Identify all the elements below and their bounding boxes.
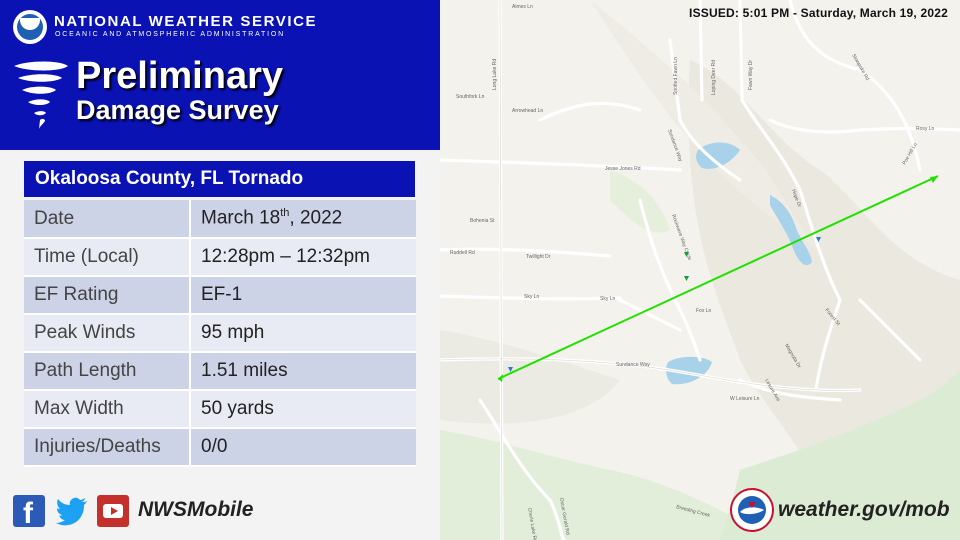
road-label: Sky Ln [524, 294, 540, 300]
road-label: Twillight Dr [526, 254, 551, 260]
road-label: Southfork Ln [456, 94, 485, 100]
table-row: Max Width 50 yards [24, 390, 416, 429]
road-label: Sky Ln [600, 296, 616, 302]
agency-subtitle: OCEANIC AND ATMOSPHERIC ADMINISTRATION [55, 31, 285, 38]
road-label: Cherie Lake Rd [526, 507, 538, 540]
row-value: EF-1 [190, 276, 416, 315]
survey-table: Date March 18th, 2022 Time (Local) 12:28… [24, 200, 416, 467]
row-value: 0/0 [190, 428, 416, 467]
damage-marker-icon[interactable] [684, 276, 689, 281]
damage-marker-icon[interactable] [684, 252, 689, 257]
youtube-icon[interactable] [97, 495, 129, 527]
facebook-icon[interactable]: f [13, 495, 45, 530]
row-label: EF Rating [24, 276, 191, 315]
table-row: Path Length 1.51 miles [24, 352, 416, 391]
pond [770, 195, 812, 266]
row-value: 1.51 miles [190, 352, 416, 391]
road-label: Bohenia St [470, 218, 495, 224]
road-label: Sundance Way [666, 129, 683, 163]
survey-title: Okaloosa County, FL Tornado [24, 161, 415, 197]
road-label: Long Lake Rd [492, 59, 498, 90]
road-label: Rockwave Way Circle [670, 214, 692, 262]
road-label: Aimes Ln [512, 4, 533, 10]
table-row: Peak Winds 95 mph [24, 314, 416, 353]
pond [666, 356, 712, 385]
row-label: Max Width [24, 390, 191, 429]
row-value: March 18th, 2022 [190, 200, 416, 239]
table-row: Time (Local) 12:28pm – 12:32pm [24, 238, 416, 277]
row-label: Peak Winds [24, 314, 191, 353]
pond [696, 142, 740, 169]
road-label: Jesse Jones Rd [605, 166, 641, 172]
map-view[interactable]: Aimes Ln Southfork Ln Arrowhead Ln Long … [440, 0, 960, 540]
row-label: Injuries/Deaths [24, 428, 191, 467]
social-handle[interactable]: NWSMobile [138, 498, 254, 521]
table-row: Date March 18th, 2022 [24, 200, 416, 239]
row-value: 95 mph [190, 314, 416, 353]
road-label: Sundance Way [616, 362, 650, 368]
table-row: Injuries/Deaths 0/0 [24, 428, 416, 467]
path-arrow-icon [930, 176, 938, 183]
map-canvas[interactable]: Aimes Ln Southfork Ln Arrowhead Ln Long … [440, 0, 960, 540]
row-value: 50 yards [190, 390, 416, 429]
road-label: Arrowhead Ln [512, 108, 543, 114]
header-banner: NATIONAL WEATHER SERVICE OCEANIC AND ATM… [0, 0, 440, 150]
road-label: Spotted Fawn Ln [673, 57, 679, 95]
tornado-path[interactable] [497, 175, 939, 380]
agency-name: NATIONAL WEATHER SERVICE [54, 13, 318, 30]
noaa-logo-icon [13, 10, 47, 44]
nws-logo-icon [730, 488, 774, 532]
road-label: Fox Ln [696, 308, 712, 314]
title-line1: Preliminary [76, 55, 283, 97]
road-label: W Leisure Ln [730, 396, 760, 402]
tornado-icon [14, 61, 68, 129]
title-line2: Damage Survey [76, 95, 279, 125]
row-value: 12:28pm – 12:32pm [190, 238, 416, 277]
row-label: Date [24, 200, 191, 239]
road-label: Fawn Way Dr [748, 60, 754, 90]
table-row: EF Rating EF-1 [24, 276, 416, 315]
row-label: Time (Local) [24, 238, 191, 277]
road-label: Ruddell Rd [450, 250, 475, 256]
road-label: Rosy Ln [916, 126, 935, 132]
website-link[interactable]: weather.gov/mob [778, 498, 950, 521]
damage-marker-icon[interactable] [508, 367, 513, 372]
damage-marker-icon[interactable] [816, 237, 821, 242]
issued-timestamp: ISSUED: 5:01 PM - Saturday, March 19, 20… [689, 6, 948, 20]
road-label: Loping Deer Rd [711, 60, 717, 95]
row-label: Path Length [24, 352, 191, 391]
path-start-icon [498, 374, 503, 382]
info-panel: NATIONAL WEATHER SERVICE OCEANIC AND ATM… [0, 0, 440, 540]
twitter-icon[interactable] [55, 495, 89, 527]
